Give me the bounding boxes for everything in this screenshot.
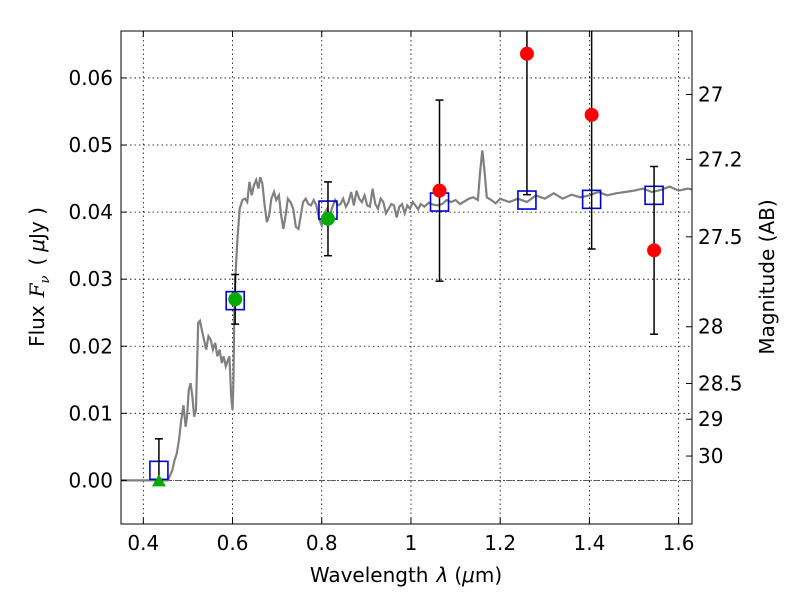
x-axis-label-unit-open: (	[454, 563, 462, 587]
x-tick-label: 0.6	[217, 531, 249, 555]
y2-tick-label: 28	[698, 315, 723, 339]
y-axis-label-unit-open: (	[25, 258, 49, 266]
x-tick-label: 1.2	[484, 531, 516, 555]
y-axis-label: Flux Fν ( μJy )	[25, 207, 53, 347]
red-data-point	[584, 107, 599, 122]
y-tick-label: 0.05	[68, 133, 113, 157]
x-tick-label: 1.4	[573, 531, 605, 555]
y-axis-label-unit-rest: Jy )	[25, 207, 49, 241]
x-axis-label-prefix: Wavelength	[310, 563, 429, 587]
observed-markers	[151, 46, 662, 487]
x-axis-label: Wavelength λ (μm)	[310, 563, 502, 587]
plot-background	[121, 31, 692, 524]
axis-ticks	[121, 31, 692, 524]
red-data-point	[432, 183, 447, 198]
y-axis-label-symbol: F	[25, 282, 49, 298]
x-axis-label-unit-rest: m)	[475, 563, 502, 587]
plot-frame	[120, 30, 693, 525]
x-tick-label: 0.8	[306, 531, 338, 555]
y2-tick-label: 28.5	[698, 371, 743, 395]
y-tick-label: 0.02	[68, 334, 113, 358]
red-data-point	[647, 243, 662, 258]
y-tick-label: 0.06	[68, 66, 113, 90]
sed-model-line	[121, 150, 692, 482]
y-axis-label-prefix: Flux	[25, 305, 49, 347]
y-axis-label-symbol-sub: ν	[38, 275, 53, 283]
red-data-point	[519, 46, 534, 61]
y-tick-label: 0.03	[68, 267, 113, 291]
y2-tick-label: 27	[698, 82, 723, 106]
y-axis-label-unit-mu: μ	[25, 239, 49, 253]
x-tick-label: 1	[405, 531, 418, 555]
y-tick-label: 0.01	[68, 401, 113, 425]
x-axis-label-unit-mu: μ	[461, 563, 475, 587]
y2-tick-label: 27.2	[698, 147, 743, 171]
green-data-point	[320, 211, 335, 226]
plot-area	[121, 31, 692, 487]
x-tick-labels: 0.4 0.6 0.8 1 1.2 1.4 1.6	[127, 531, 694, 555]
y2-axis-label: Magnitude (AB)	[755, 199, 779, 354]
green-data-point	[228, 292, 243, 307]
y2-tick-labels: 27 27.2 27.5 28 28.5 29 30	[698, 82, 743, 468]
x-tick-label: 1.6	[663, 531, 695, 555]
x-axis-label-symbol: λ	[435, 563, 448, 587]
y2-tick-label: 29	[698, 407, 723, 431]
y-tick-labels: 0.00 0.01 0.02 0.03 0.04 0.05 0.06	[68, 66, 113, 492]
y2-tick-label: 30	[698, 444, 723, 468]
y-tick-label: 0.04	[68, 200, 113, 224]
y-tick-label: 0.00	[68, 468, 113, 492]
x-tick-label: 0.4	[127, 531, 159, 555]
upper-limit-triangle	[151, 474, 166, 487]
y2-tick-label: 27.5	[698, 225, 743, 249]
